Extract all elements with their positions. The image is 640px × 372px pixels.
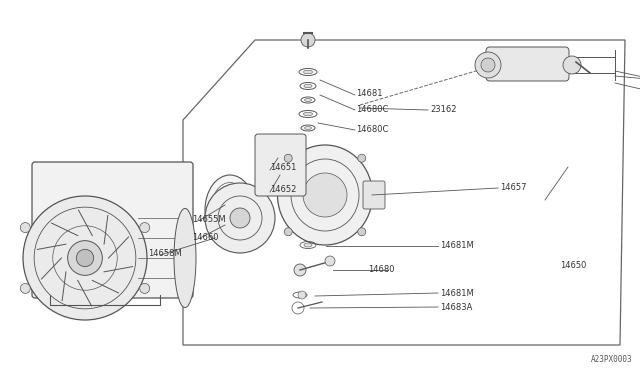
Circle shape bbox=[140, 283, 150, 294]
Ellipse shape bbox=[305, 99, 312, 102]
FancyBboxPatch shape bbox=[486, 47, 569, 81]
Ellipse shape bbox=[303, 112, 312, 116]
Circle shape bbox=[230, 208, 250, 228]
Ellipse shape bbox=[304, 84, 312, 88]
Text: 14657: 14657 bbox=[500, 183, 527, 192]
Text: 14660: 14660 bbox=[192, 232, 218, 241]
Circle shape bbox=[301, 33, 315, 47]
Text: 14680: 14680 bbox=[368, 264, 394, 273]
Ellipse shape bbox=[205, 175, 255, 245]
FancyBboxPatch shape bbox=[255, 134, 306, 196]
FancyBboxPatch shape bbox=[363, 181, 385, 209]
Circle shape bbox=[23, 196, 147, 320]
Ellipse shape bbox=[278, 145, 372, 245]
Text: A23PX0003: A23PX0003 bbox=[590, 355, 632, 364]
Text: 14681M: 14681M bbox=[440, 289, 474, 298]
Circle shape bbox=[475, 52, 501, 78]
Circle shape bbox=[284, 228, 292, 236]
Circle shape bbox=[298, 291, 306, 299]
Text: 14680C: 14680C bbox=[356, 125, 388, 134]
Circle shape bbox=[325, 256, 335, 266]
Circle shape bbox=[358, 228, 366, 236]
Ellipse shape bbox=[303, 70, 312, 74]
Text: 14681M: 14681M bbox=[440, 241, 474, 250]
Circle shape bbox=[140, 222, 150, 232]
Circle shape bbox=[294, 264, 306, 276]
Text: 14651: 14651 bbox=[270, 164, 296, 173]
Circle shape bbox=[284, 154, 292, 162]
Circle shape bbox=[481, 58, 495, 72]
Text: 14650: 14650 bbox=[560, 260, 586, 269]
Circle shape bbox=[20, 222, 30, 232]
Ellipse shape bbox=[305, 126, 312, 129]
Text: 23162: 23162 bbox=[430, 105, 456, 113]
Text: 14652: 14652 bbox=[270, 186, 296, 195]
Ellipse shape bbox=[174, 208, 196, 308]
Ellipse shape bbox=[304, 243, 312, 247]
Text: 14680C: 14680C bbox=[356, 105, 388, 113]
Circle shape bbox=[358, 154, 366, 162]
Text: 14681: 14681 bbox=[356, 90, 383, 99]
FancyBboxPatch shape bbox=[32, 162, 193, 298]
Text: 14655M: 14655M bbox=[192, 215, 226, 224]
Circle shape bbox=[20, 283, 30, 294]
Circle shape bbox=[563, 56, 581, 74]
Circle shape bbox=[303, 173, 347, 217]
Circle shape bbox=[205, 183, 275, 253]
Text: 14658M: 14658M bbox=[148, 250, 182, 259]
Text: 14683A: 14683A bbox=[440, 302, 472, 311]
Circle shape bbox=[68, 241, 102, 275]
Circle shape bbox=[76, 249, 93, 267]
